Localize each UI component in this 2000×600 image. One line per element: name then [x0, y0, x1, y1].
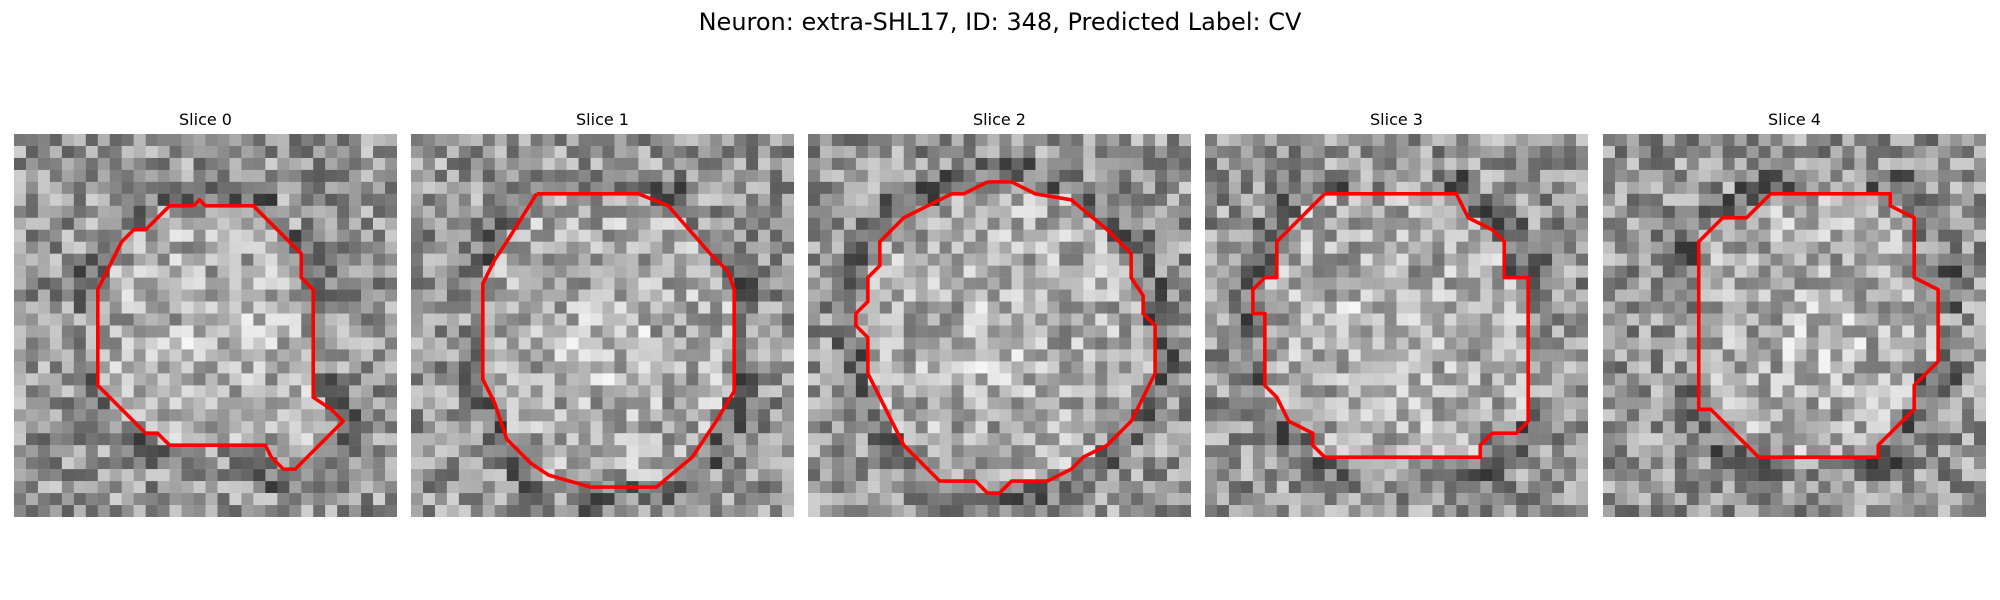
slice-1-contour — [481, 192, 736, 489]
slice-3-image — [1205, 134, 1588, 517]
panel-1-title: Slice 1 — [576, 110, 629, 129]
slice-1-pixels — [411, 134, 794, 517]
slice-3-pixels — [1205, 134, 1588, 517]
panel-3-title: Slice 3 — [1370, 110, 1423, 129]
panel-0-title: Slice 0 — [179, 110, 232, 129]
slice-1-image — [411, 134, 794, 517]
slice-3-contour — [1251, 192, 1530, 459]
panel-2-title: Slice 2 — [973, 110, 1026, 129]
slice-4-image — [1603, 134, 1986, 517]
figure-title: Neuron: extra-SHL17, ID: 348, Predicted … — [698, 8, 1302, 36]
slice-4-contour — [1696, 192, 1940, 459]
slice-2-contour — [854, 180, 1157, 495]
slice-4-pixels — [1603, 134, 1986, 517]
panel-4-title: Slice 4 — [1768, 110, 1821, 129]
slice-0-contour — [95, 198, 345, 471]
slice-2-pixels — [808, 134, 1191, 517]
slice-0-pixels — [14, 134, 397, 517]
slice-2-image — [808, 134, 1191, 517]
slice-0-image — [14, 134, 397, 517]
